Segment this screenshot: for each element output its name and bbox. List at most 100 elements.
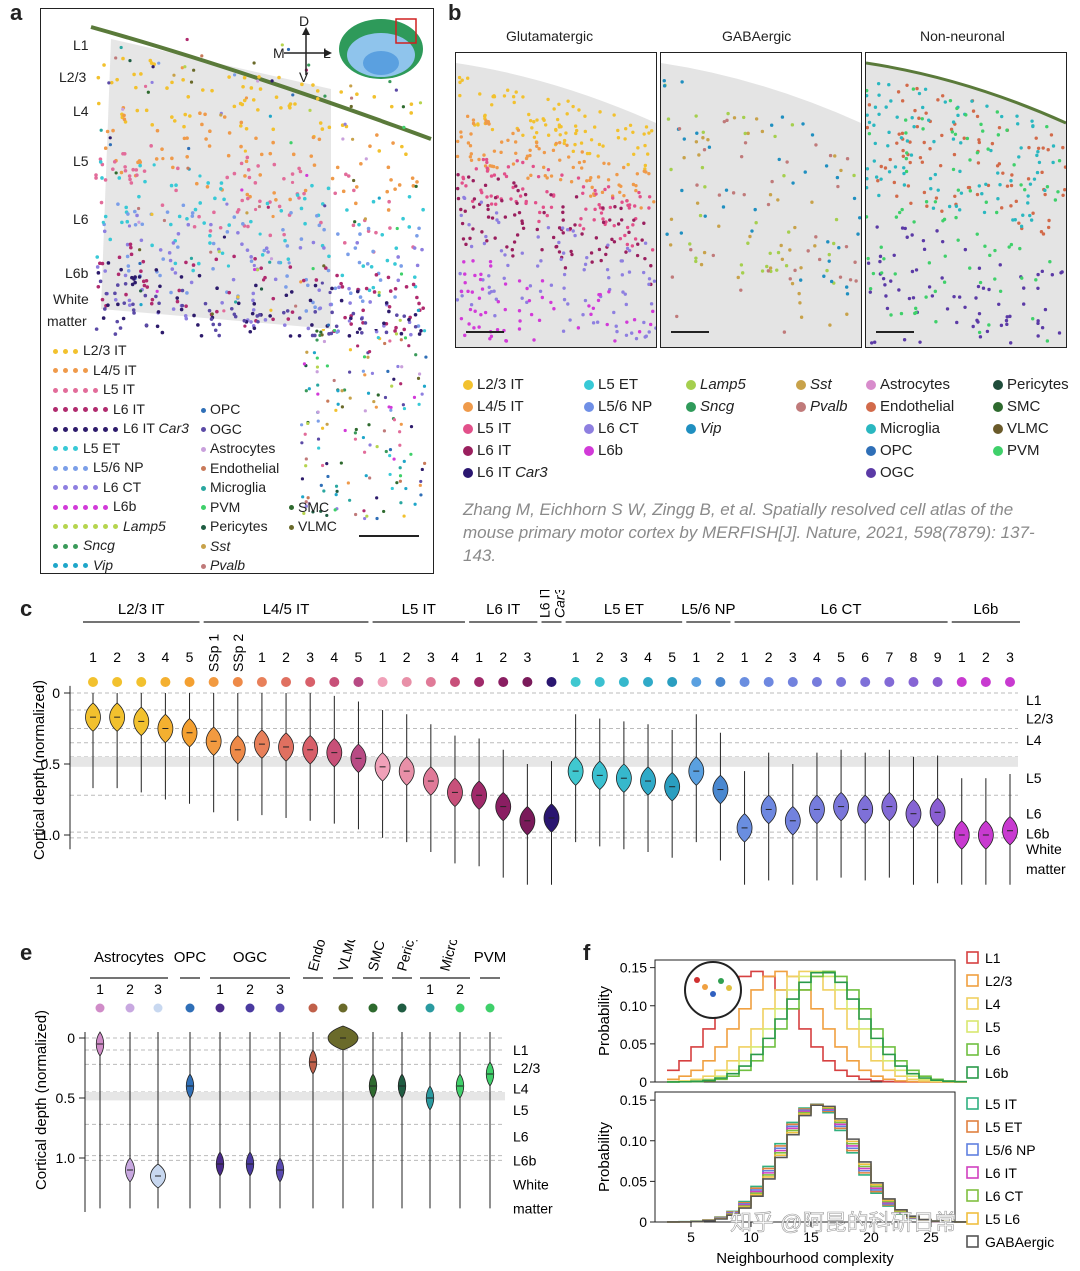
cell-dot (361, 369, 365, 373)
cell-dot (935, 229, 939, 233)
cell-dot (920, 160, 925, 164)
cell-dot (647, 171, 651, 176)
e-layer-label: White (513, 1176, 549, 1192)
layer-label-l6b: L6b (65, 265, 89, 281)
violin-color-dot (232, 677, 243, 687)
cell-dot (868, 286, 873, 291)
cell-dot (994, 210, 999, 215)
cell-dot (106, 261, 111, 265)
cell-dot (322, 227, 326, 232)
cell-dot (889, 313, 893, 317)
f-legend-label: L6 CT (985, 1188, 1024, 1204)
violin-label: 2 (596, 649, 604, 665)
cell-dot (335, 489, 339, 493)
cell-dot (584, 207, 588, 211)
cell-dot (354, 201, 358, 206)
cell-dot (624, 250, 628, 254)
cell-dot (533, 201, 538, 205)
histogram-series (667, 1103, 967, 1223)
cell-dot (382, 324, 386, 328)
cell-dot (466, 289, 470, 294)
cell-dot (662, 79, 666, 83)
cell-dot (199, 333, 204, 338)
cell-dot (109, 80, 114, 85)
cell-dot (271, 127, 276, 132)
cell-dot (351, 223, 356, 228)
cell-dot (877, 112, 881, 116)
cell-dot (928, 176, 933, 181)
cell-dot (662, 84, 667, 88)
cell-dot (205, 184, 210, 189)
cell-dot (251, 298, 255, 303)
violin-label: 7 (885, 649, 893, 665)
cell-dot (912, 220, 916, 224)
cell-dot (613, 205, 617, 209)
cell-dot (1040, 170, 1044, 175)
cell-dot (212, 210, 216, 215)
cell-dot (94, 173, 98, 177)
cell-dot (799, 266, 803, 270)
panel-f-histogram-chart: 00.050.100.15Probability00.050.100.15Pro… (596, 950, 1054, 1267)
cell-dot (822, 274, 826, 278)
cell-dot (355, 289, 360, 294)
cell-dot (251, 291, 256, 296)
cell-dot (910, 269, 915, 274)
cell-dot (915, 124, 920, 129)
f-legend-swatch (966, 1043, 979, 1056)
cell-dot (121, 316, 126, 321)
cell-dot (113, 297, 118, 302)
legend-label: L6b (113, 498, 137, 514)
cell-dot (243, 324, 247, 328)
cell-dot (642, 221, 646, 225)
cell-dot (913, 108, 917, 113)
cell-dot (418, 372, 422, 376)
cell-dot (362, 355, 367, 359)
cell-dot (505, 88, 510, 92)
cell-dot (477, 325, 481, 329)
panel-b-legend-item: Pvalb (796, 398, 848, 415)
cell-dot (905, 83, 909, 87)
cell-dot (123, 281, 128, 286)
cell-dot (902, 166, 906, 170)
e-layer-label: L4 (513, 1080, 529, 1096)
violin-color-dot (594, 677, 605, 687)
cell-dot (1009, 183, 1014, 188)
cell-dot (1043, 188, 1047, 193)
cell-dot (786, 230, 791, 234)
cell-dot (332, 329, 337, 332)
cell-dot (540, 279, 545, 283)
cell-dot (513, 140, 518, 144)
cell-dot (303, 188, 308, 193)
cell-dot (191, 263, 196, 267)
cell-dot (650, 129, 654, 133)
violin-color-dot (112, 677, 123, 687)
cell-dot (460, 221, 465, 226)
cell-dot (485, 195, 489, 199)
cell-dot (253, 181, 258, 185)
cell-dot (936, 188, 940, 192)
cell-dot (717, 193, 722, 197)
cell-dot (866, 256, 870, 261)
cell-dot (394, 88, 398, 92)
f-axes-top (654, 959, 956, 1083)
cell-dot (541, 117, 545, 121)
cell-dot (361, 435, 366, 440)
cell-dot (340, 389, 344, 393)
cell-dot (647, 330, 651, 334)
cell-dot (517, 309, 522, 313)
cell-dot (103, 146, 108, 150)
cell-dot (753, 207, 757, 212)
cell-dot (286, 47, 291, 52)
legend-label: Microglia (880, 420, 941, 437)
cell-dot (148, 58, 153, 63)
cell-dot (510, 248, 515, 252)
violin-label: 9 (934, 649, 942, 665)
cell-dot (943, 254, 947, 258)
e-ytick: 1.0 (56, 1150, 76, 1166)
cell-dot (534, 140, 539, 145)
cell-dot (506, 138, 510, 143)
cell-dot (828, 153, 833, 158)
cell-dot (374, 273, 379, 277)
cell-dot (336, 402, 340, 406)
panel-b-title-gabaergic: GABAergic (722, 28, 792, 44)
